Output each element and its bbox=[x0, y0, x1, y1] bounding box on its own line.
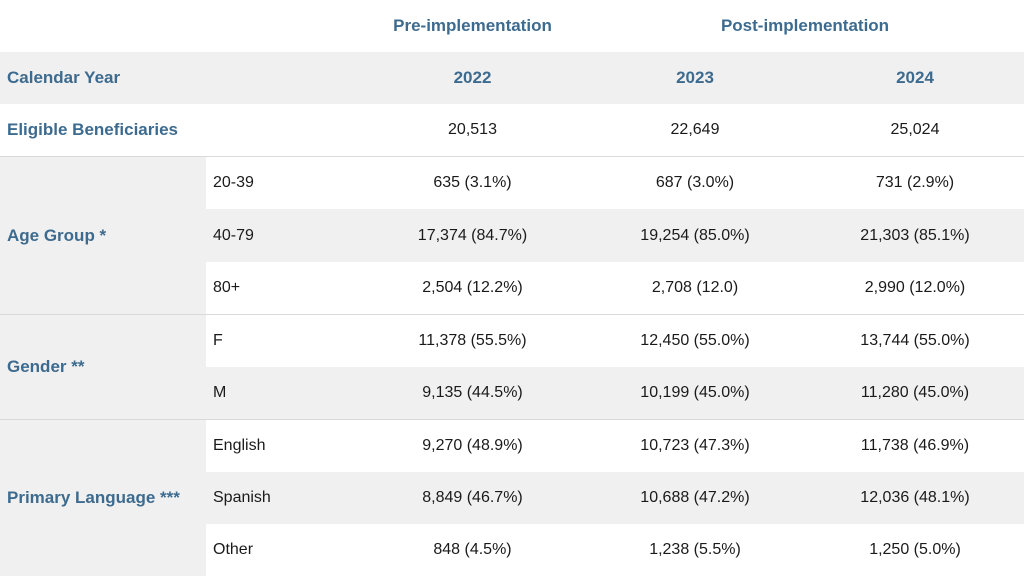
gender-m-2023: 10,199 (45.0%) bbox=[640, 384, 750, 401]
language-other-2022: 848 (4.5%) bbox=[433, 541, 512, 558]
language-english-2024: 11,738 (46.9%) bbox=[860, 437, 970, 454]
year-2024: 2024 bbox=[896, 68, 934, 87]
table-row: Spanish 8,849 (46.7%) 10,688 (47.2%) 12,… bbox=[206, 472, 1024, 524]
divider bbox=[0, 314, 1024, 315]
gender-m-2022: 9,135 (44.5%) bbox=[422, 384, 523, 401]
language-spanish-2023: 10,688 (47.2%) bbox=[640, 489, 750, 506]
language-english-label: English bbox=[206, 420, 1024, 472]
table-row: M 9,135 (44.5%) 10,199 (45.0%) 11,280 (4… bbox=[206, 367, 1024, 419]
table-row: 40-79 17,374 (84.7%) 19,254 (85.0%) 21,3… bbox=[206, 209, 1024, 262]
age-80-plus-2023: 2,708 (12.0) bbox=[651, 279, 739, 296]
age-40-79-2022: 17,374 (84.7%) bbox=[417, 226, 528, 244]
gender-m-2024: 11,280 (45.0%) bbox=[860, 384, 970, 401]
age-80-plus-label: 80+ bbox=[206, 262, 1024, 314]
gender-m-label: M bbox=[206, 367, 1024, 419]
language-spanish-2024: 12,036 (48.1%) bbox=[860, 489, 970, 506]
year-2022: 2022 bbox=[453, 68, 492, 87]
age-20-39-2022: 635 (3.1%) bbox=[433, 174, 512, 191]
gender-label: Gender ** bbox=[7, 357, 85, 376]
age-40-79-2024: 21,303 (85.1%) bbox=[860, 226, 970, 244]
age-group-label: Age Group * bbox=[7, 225, 107, 245]
divider bbox=[0, 156, 1024, 157]
age-20-39-2023: 687 (3.0%) bbox=[655, 174, 735, 191]
table-row: English 9,270 (48.9%) 10,723 (47.3%) 11,… bbox=[206, 420, 1024, 472]
language-spanish-label: Spanish bbox=[206, 472, 1024, 524]
age-80-plus-2022: 2,504 (12.2%) bbox=[422, 279, 523, 296]
column-group-header-row: Pre-implementation Post-implementation bbox=[0, 0, 1024, 52]
calendar-year-row: Calendar Year 2022 2023 2024 bbox=[0, 52, 1024, 104]
age-40-79-label: 40-79 bbox=[206, 209, 1024, 262]
eligible-beneficiaries-row: Eligible Beneficiaries 20,513 22,649 25,… bbox=[0, 104, 1024, 156]
calendar-year-label: Calendar Year bbox=[7, 68, 121, 87]
post-implementation-header: Post-implementation bbox=[720, 16, 890, 35]
eligible-2024: 25,024 bbox=[890, 121, 940, 138]
age-group-block bbox=[0, 157, 206, 314]
eligible-2022: 20,513 bbox=[448, 121, 497, 138]
gender-f-2023: 12,450 (55.0%) bbox=[640, 332, 750, 349]
year-2023: 2023 bbox=[676, 68, 714, 87]
table-row: Other 848 (4.5%) 1,238 (5.5%) 1,250 (5.0… bbox=[206, 524, 1024, 576]
age-20-39-label: 20-39 bbox=[206, 157, 1024, 209]
eligible-2023: 22,649 bbox=[670, 121, 720, 138]
table-row: 20-39 635 (3.1%) 687 (3.0%) 731 (2.9%) bbox=[206, 157, 1024, 209]
language-other-label: Other bbox=[206, 524, 1024, 576]
age-20-39-2024: 731 (2.9%) bbox=[875, 174, 955, 191]
gender-f-label: F bbox=[206, 315, 1024, 367]
divider bbox=[0, 419, 1024, 420]
language-other-2024: 1,250 (5.0%) bbox=[869, 541, 961, 558]
age-40-79-2023: 19,254 (85.0%) bbox=[640, 226, 750, 244]
gender-f-2024: 13,744 (55.0%) bbox=[860, 332, 970, 349]
language-english-2023: 10,723 (47.3%) bbox=[640, 437, 750, 454]
language-spanish-2022: 8,849 (46.7%) bbox=[422, 489, 523, 506]
gender-block bbox=[0, 315, 206, 419]
table-row: 80+ 2,504 (12.2%) 2,708 (12.0) 2,990 (12… bbox=[206, 262, 1024, 314]
primary-language-label: Primary Language *** bbox=[7, 488, 180, 507]
table-row: F 11,378 (55.5%) 12,450 (55.0%) 13,744 (… bbox=[206, 315, 1024, 367]
language-other-2023: 1,238 (5.5%) bbox=[649, 541, 741, 558]
pre-implementation-header: Pre-implementation bbox=[393, 16, 552, 35]
eligible-beneficiaries-label: Eligible Beneficiaries bbox=[7, 120, 179, 139]
age-80-plus-2024: 2,990 (12.0%) bbox=[864, 279, 966, 296]
primary-language-block bbox=[0, 420, 206, 576]
gender-f-2022: 11,378 (55.5%) bbox=[418, 332, 527, 349]
language-english-2022: 9,270 (48.9%) bbox=[422, 437, 523, 454]
